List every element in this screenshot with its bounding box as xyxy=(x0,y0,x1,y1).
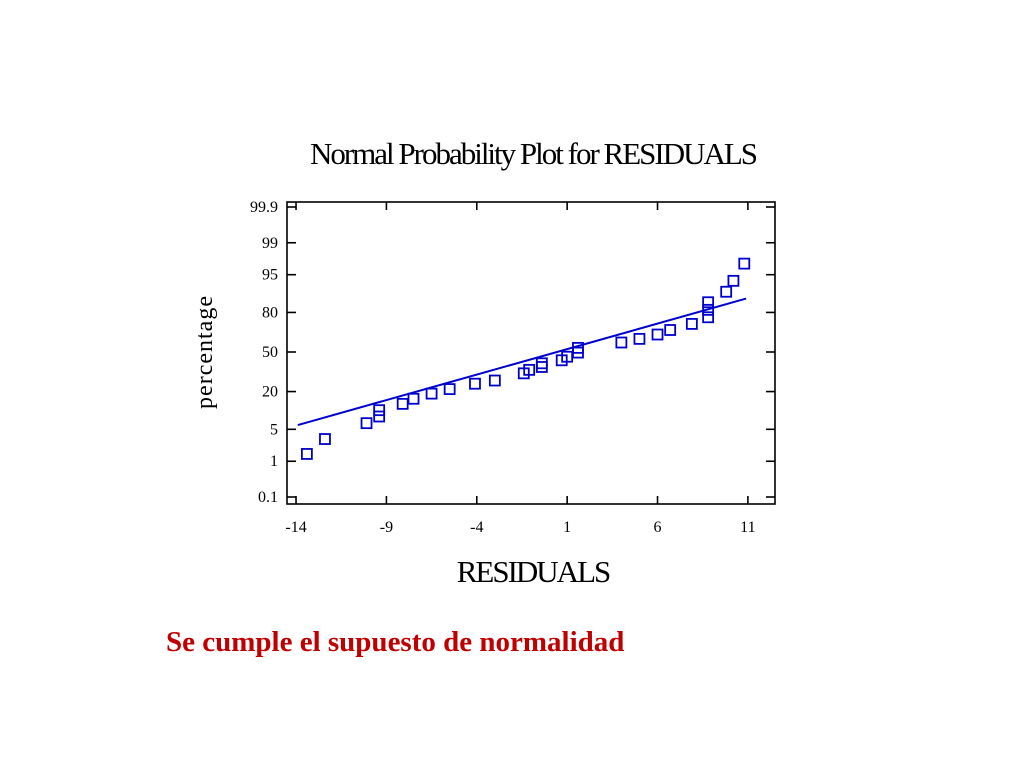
data-point xyxy=(535,361,548,373)
x-tick-label: 6 xyxy=(654,519,662,536)
data-point xyxy=(535,357,548,370)
data-point xyxy=(664,324,677,336)
fit-line-layer xyxy=(297,297,747,427)
y-tick-label: 95 xyxy=(262,267,278,284)
data-point xyxy=(572,341,584,354)
y-tick-label: 20 xyxy=(262,384,278,401)
plot-area: -14 -9 -4 1 6 11 0.1 1 5 20 50 80 95 99 99.9 xyxy=(250,199,776,536)
x-axis: -14 -9 -4 1 6 11 xyxy=(285,202,756,536)
x-tick-label: 11 xyxy=(740,519,755,536)
chart-title: Normal Probability Plot for RESIDUALS xyxy=(310,136,757,171)
fit-line xyxy=(297,297,747,427)
data-point xyxy=(300,448,313,460)
data-point xyxy=(720,285,733,298)
data-points-layer xyxy=(300,257,751,460)
y-tick-label: 1 xyxy=(270,453,278,470)
x-tick-label: -9 xyxy=(380,519,393,536)
data-point xyxy=(488,374,501,387)
data-point xyxy=(425,387,438,400)
x-tick-label: -14 xyxy=(285,519,306,536)
data-point xyxy=(702,311,715,324)
data-point xyxy=(319,433,331,445)
data-point xyxy=(396,397,409,410)
y-tick-label: 80 xyxy=(262,304,278,321)
data-point xyxy=(407,392,420,405)
plot-frame xyxy=(286,201,776,505)
y-axis: 0.1 1 5 20 50 80 95 99 99.9 xyxy=(250,199,775,506)
data-point xyxy=(469,377,481,390)
data-point xyxy=(443,383,456,396)
data-point xyxy=(727,274,740,287)
y-tick-label: 50 xyxy=(262,344,278,361)
y-tick-label: 99 xyxy=(262,235,278,252)
y-tick-label: 0.1 xyxy=(258,489,278,506)
x-tick-label: -4 xyxy=(470,519,483,536)
data-point xyxy=(702,303,715,316)
data-point xyxy=(633,332,646,345)
y-axis-label: percentage xyxy=(192,295,218,409)
data-point xyxy=(738,257,751,270)
x-tick-label: 1 xyxy=(563,519,571,536)
y-tick-label: 99.9 xyxy=(250,199,278,216)
data-point xyxy=(373,410,386,423)
data-point xyxy=(702,296,715,309)
conclusion-caption: Se cumple el supuesto de normalidad xyxy=(166,626,625,658)
y-tick-label: 5 xyxy=(270,421,278,438)
data-point xyxy=(373,404,386,417)
x-axis-label: RESIDUALS xyxy=(457,554,610,589)
data-point xyxy=(651,328,664,341)
data-point xyxy=(685,317,698,330)
data-point xyxy=(360,417,373,430)
data-point xyxy=(615,336,628,349)
data-point xyxy=(523,363,536,376)
